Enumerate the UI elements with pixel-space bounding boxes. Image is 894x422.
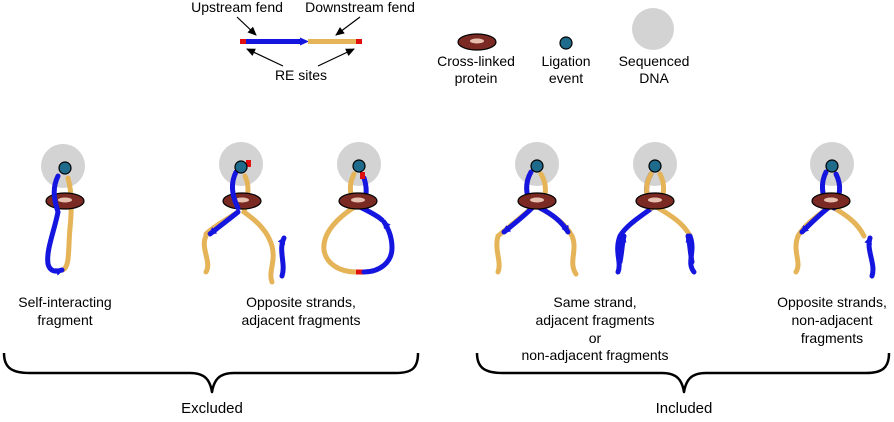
excluded-label: Excluded bbox=[181, 400, 243, 417]
opposite-adjacent-label-line2: adjacent fragments bbox=[241, 312, 360, 328]
category-labels: Self-interacting fragment Opposite stran… bbox=[18, 294, 887, 363]
fend-bar bbox=[240, 37, 362, 46]
config-same-strand-b bbox=[615, 142, 697, 275]
opposite-nonadjacent-label-line3: fragments bbox=[801, 330, 863, 346]
ligation-label-line2: event bbox=[549, 70, 583, 86]
upstream-fend-label: Upstream fend bbox=[191, 0, 283, 15]
config-opposite-nonadjacent bbox=[793, 142, 876, 279]
same-strand-label-line3: or bbox=[589, 330, 602, 346]
sequenced-label-line2: DNA bbox=[639, 70, 669, 86]
opposite-nonadjacent-label-line2: non-adjacent bbox=[792, 312, 873, 328]
legend: Upstream fend Downstream fend RE sites C… bbox=[191, 0, 689, 86]
label-pointer-arrows bbox=[236, 16, 361, 67]
re-site-left bbox=[240, 39, 246, 44]
self-interacting-label-line1: Self-interacting bbox=[18, 294, 111, 310]
upstream-arrowhead bbox=[300, 37, 309, 46]
self-interacting-label-line2: fragment bbox=[37, 312, 92, 328]
re-sites-label: RE sites bbox=[275, 67, 327, 83]
config-same-strand-a bbox=[494, 142, 579, 277]
same-strand-label-line2: adjacent fragments bbox=[535, 312, 654, 328]
config-self-interacting bbox=[41, 144, 85, 276]
config-opposite-adjacent-b bbox=[321, 142, 395, 275]
ligation-label-line1: Ligation bbox=[541, 53, 590, 69]
cross-linked-protein-icon bbox=[457, 33, 497, 51]
included-brace bbox=[475, 352, 891, 394]
re-site-right bbox=[356, 39, 362, 44]
sequenced-dna-icon bbox=[632, 8, 674, 50]
protein-label-line1: Cross-linked bbox=[437, 53, 515, 69]
same-strand-label-line4: non-adjacent fragments bbox=[521, 347, 668, 363]
config-opposite-adjacent-a bbox=[201, 142, 287, 285]
excluded-brace bbox=[2, 352, 420, 394]
sequenced-label-line1: Sequenced bbox=[619, 53, 690, 69]
ligation-event-icon bbox=[559, 36, 573, 50]
same-strand-label-line1: Same strand, bbox=[553, 294, 636, 310]
downstream-fend-label: Downstream fend bbox=[305, 0, 415, 15]
opposite-nonadjacent-label-line1: Opposite strands, bbox=[777, 294, 887, 310]
opposite-adjacent-label-line1: Opposite strands, bbox=[246, 294, 356, 310]
protein-label-line2: protein bbox=[455, 70, 498, 86]
included-label: Included bbox=[656, 400, 713, 417]
